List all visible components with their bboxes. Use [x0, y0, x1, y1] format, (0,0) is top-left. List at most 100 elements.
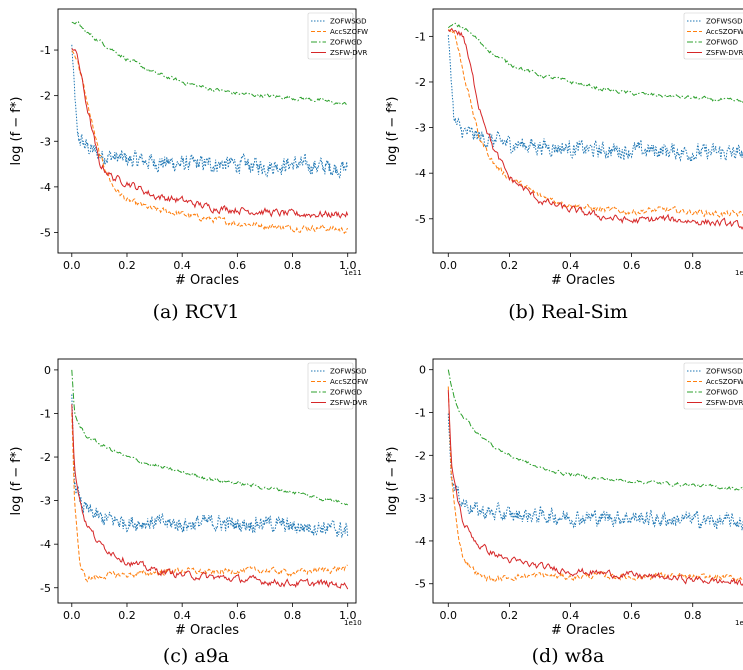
y-tick-label: -4: [415, 167, 426, 180]
x-tick-label: 0.2: [501, 609, 519, 622]
y-tick-label: -3: [40, 495, 51, 508]
y-tick-label: -5: [40, 582, 51, 595]
y-tick-label: 0: [44, 364, 51, 377]
x-axis-label: # Oracles: [551, 623, 615, 638]
plot-area: [447, 22, 743, 230]
y-axis-label: log (f − f*): [385, 97, 400, 166]
series-line-accszofw: [448, 29, 743, 218]
panel-caption: (d) w8a: [532, 645, 605, 667]
panel-caption: (c) a9a: [163, 645, 229, 667]
y-axis-label: log (f − f*): [9, 447, 24, 516]
y-axis-label: log (f − f*): [385, 447, 400, 516]
series-line-zofwgd: [71, 20, 348, 106]
legend: ZOFWSGD AccSZOFW ZOFWGD ZSFW-DVR: [307, 362, 368, 410]
chart-panel-4: 0.00.20.40.60.81.00-1-2-3-4-5# Oracles1e…: [385, 358, 743, 667]
legend-label: ZOFWSGD: [330, 368, 367, 376]
chart-panel-3: 0.0 0.2 0.4 0.6 0.8 1.0 0 -1 -2 -3 -4 -5 # Oracles 1e…: [9, 358, 368, 667]
x-multiplier-label: 1e10: [344, 619, 362, 627]
x-tick-label: 0.2: [118, 609, 136, 622]
series-line-zsfw-dvr: [447, 27, 743, 230]
x-axis-label: # Oracles: [175, 623, 239, 638]
series-line-accszofw: [71, 412, 348, 583]
y-tick-label: 0: [419, 364, 426, 377]
y-tick-label: -3: [415, 492, 426, 505]
panel-caption: (a) RCV1: [153, 301, 240, 323]
series-line-zofwgd: [447, 369, 743, 491]
series-line-accszofw: [447, 386, 743, 582]
series-line-zofwsgd: [71, 394, 349, 539]
y-tick-label: -1: [415, 30, 426, 43]
axes-frame: [432, 358, 743, 604]
series-line-zofwsgd: [447, 413, 743, 531]
plot-area: [71, 20, 349, 235]
plot-area: [71, 369, 349, 590]
y-tick-label: -2: [415, 449, 426, 462]
y-tick-label: -4: [40, 538, 51, 551]
x-multiplier-label: 1e: [735, 619, 743, 627]
legend-label: AccSZOFW: [330, 378, 368, 386]
legend-label: AccSZOFW: [706, 378, 743, 386]
legend-label: ZOFWSGD: [706, 18, 743, 26]
x-tick-label: 0.0: [440, 259, 458, 272]
axes-frame: [432, 8, 743, 254]
legend-label: ZOFWGD: [706, 389, 738, 397]
x-multiplier-label: 1e: [735, 269, 743, 277]
x-tick-label: 0.4: [173, 609, 191, 622]
axes-frame: [57, 358, 357, 604]
x-tick-label: 1.0: [339, 259, 357, 272]
legend: ZOFWSGD AccSZOFW ZOFWGD ZSFW-DVR: [683, 362, 743, 410]
series-line-zofwsgd: [71, 44, 349, 179]
x-tick-label: 0.4: [173, 259, 191, 272]
y-tick-label: -4: [40, 181, 51, 194]
y-axis-label: log (f − f*): [9, 97, 24, 166]
plot-area: [447, 369, 743, 586]
x-tick-label: 0.6: [623, 259, 641, 272]
legend-label: ZOFWGD: [330, 389, 362, 397]
x-tick-label: 0.8: [684, 259, 702, 272]
y-tick-label: -2: [40, 90, 51, 103]
legend: ZOFWSGD AccSZOFW ZOFWGD ZSFW-DVR: [307, 12, 368, 60]
x-tick-label: 0.6: [229, 259, 247, 272]
series-line-zsfw-dvr: [447, 390, 743, 586]
y-tick-label: -4: [415, 535, 426, 548]
series-line-zofwgd: [71, 369, 349, 506]
legend-label: ZSFW-DVR: [330, 399, 367, 407]
legend-label: ZOFWSGD: [330, 18, 367, 26]
legend-label: ZSFW-DVR: [706, 49, 743, 57]
x-tick-label: 0.4: [562, 259, 580, 272]
y-tick-label: -2: [415, 76, 426, 89]
chart-panel-2: 0.00.20.40.60.81.0-1-2-3-4-5# Oracles1el…: [385, 8, 743, 323]
legend-label: ZOFWSGD: [706, 368, 743, 376]
legend-label: AccSZOFW: [706, 28, 743, 36]
x-tick-label: 1.0: [339, 609, 357, 622]
x-tick-label: 0.0: [63, 259, 81, 272]
axes-frame: [57, 8, 357, 254]
y-tick-label: -1: [415, 407, 426, 420]
legend: ZOFWSGD AccSZOFW ZOFWGD ZSFW-DVR: [683, 12, 743, 60]
legend-label: AccSZOFW: [330, 28, 368, 36]
series-line-zsfw-dvr: [71, 404, 349, 590]
y-tick-label: -5: [415, 213, 426, 226]
x-tick-label: 0.6: [229, 609, 247, 622]
x-tick-label: 0.4: [562, 609, 580, 622]
legend-label: ZOFWGD: [706, 39, 738, 47]
x-axis-label: # Oracles: [551, 273, 615, 288]
x-tick-label: 0.8: [284, 259, 302, 272]
x-tick-label: 0.8: [684, 609, 702, 622]
series-line-accszofw: [71, 50, 349, 235]
panel-caption: (b) Real-Sim: [508, 301, 628, 323]
legend-label: ZSFW-DVR: [330, 49, 367, 57]
x-tick-label: 0.0: [440, 609, 458, 622]
x-axis-label: # Oracles: [175, 273, 239, 288]
y-tick-label: -3: [415, 122, 426, 135]
y-tick-label: -1: [40, 407, 51, 420]
x-multiplier-label: 1e11: [344, 269, 362, 277]
legend-label: ZOFWGD: [330, 39, 362, 47]
series-line-zsfw-dvr: [71, 48, 349, 219]
x-tick-label: 0.0: [63, 609, 81, 622]
y-tick-label: -2: [40, 451, 51, 464]
y-tick-label: -3: [40, 135, 51, 148]
y-tick-label: -5: [40, 226, 51, 239]
x-tick-label: 0.8: [284, 609, 302, 622]
